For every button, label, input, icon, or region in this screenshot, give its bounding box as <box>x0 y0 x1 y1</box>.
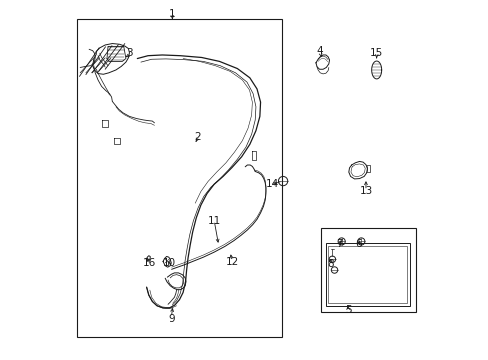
Text: 9: 9 <box>167 314 174 324</box>
Text: 11: 11 <box>207 216 220 226</box>
Text: 5: 5 <box>344 305 351 315</box>
Bar <box>321 228 415 312</box>
Bar <box>325 243 408 306</box>
Text: 13: 13 <box>359 186 372 197</box>
Text: 14: 14 <box>265 179 279 189</box>
Text: 3: 3 <box>126 48 133 58</box>
Text: 2: 2 <box>194 132 200 142</box>
Text: 4: 4 <box>316 46 323 56</box>
Bar <box>328 246 406 303</box>
Text: 16: 16 <box>142 258 156 268</box>
Text: 7: 7 <box>336 239 343 249</box>
Text: 8: 8 <box>326 259 333 269</box>
Text: 15: 15 <box>369 48 383 58</box>
Text: 12: 12 <box>225 257 238 267</box>
Text: 1: 1 <box>169 9 175 19</box>
Text: 10: 10 <box>163 258 176 268</box>
Text: 6: 6 <box>355 239 362 249</box>
Bar <box>77 19 282 337</box>
